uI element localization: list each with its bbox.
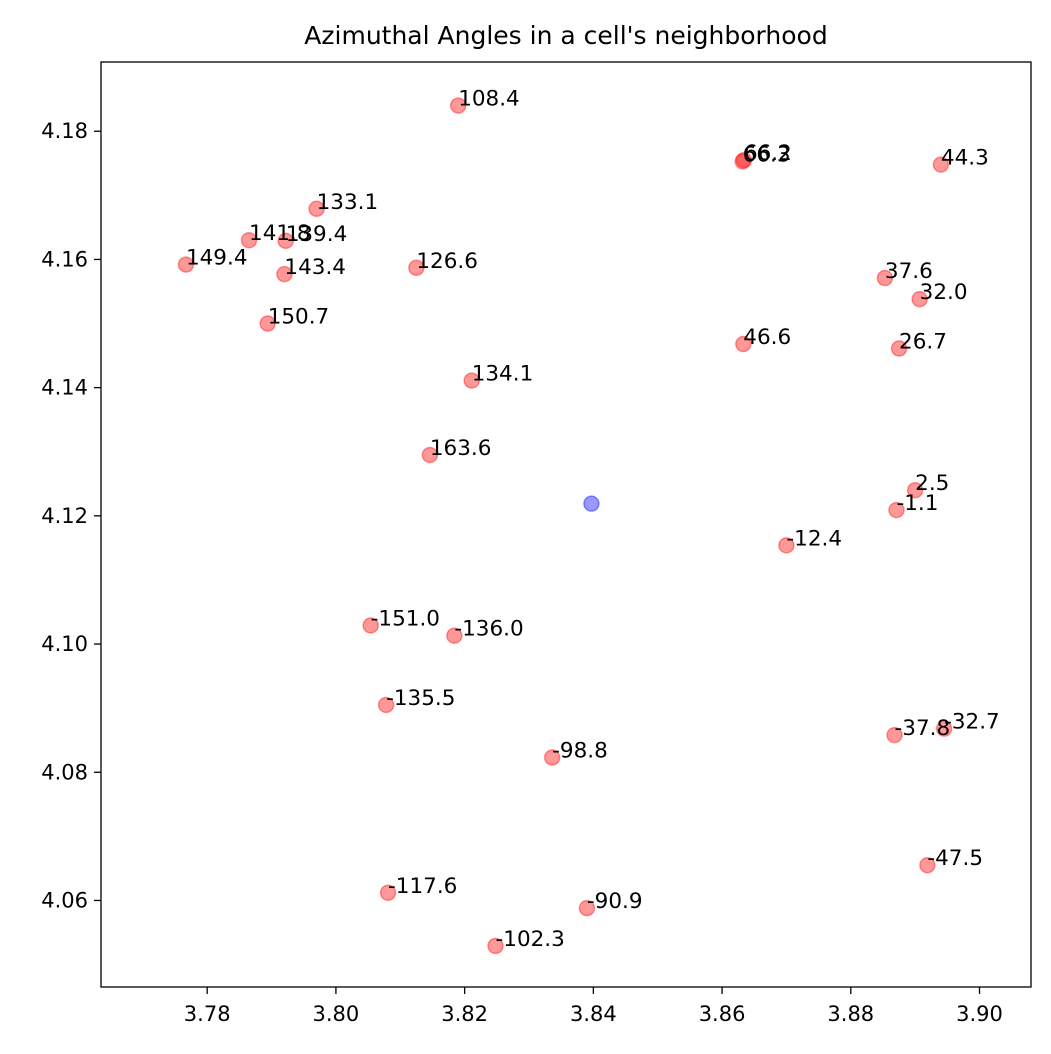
point-label: -1.1 [896, 491, 938, 516]
neighbor-point [377, 696, 395, 714]
neighbor-point [886, 726, 903, 744]
y-tick-label: 4.18 [41, 119, 88, 143]
point-label: 143.4 [284, 255, 346, 280]
point-label: -102.3 [496, 927, 565, 952]
x-tick-label: 3.78 [184, 1002, 231, 1026]
point-label: -47.5 [927, 846, 983, 871]
plot-frame [100, 61, 1032, 988]
center-point [583, 495, 600, 512]
point-label: -98.8 [552, 739, 608, 764]
y-tick-label: 4.12 [41, 504, 88, 528]
point-label: 163.6 [430, 436, 492, 461]
neighbor-point [734, 153, 751, 170]
point-label: -90.9 [587, 889, 643, 914]
neighbor-point [446, 627, 463, 644]
point-label: -12.4 [786, 526, 842, 551]
point-label: 32.0 [920, 280, 968, 305]
point-label: 134.1 [472, 362, 534, 387]
point-label: -37.8 [895, 716, 951, 741]
neighbor-point [888, 501, 905, 519]
point-label: -135.5 [386, 686, 455, 711]
neighbor-point [906, 481, 924, 499]
point-label: 26.7 [899, 330, 947, 355]
neighbor-point [276, 265, 293, 283]
neighbor-point [543, 749, 561, 766]
neighbor-point [259, 315, 276, 332]
neighbor-point [911, 290, 928, 308]
neighbor-point [935, 720, 953, 737]
point-label: 149.4 [186, 246, 248, 271]
neighbor-point [778, 537, 795, 554]
x-tick-label: 3.90 [956, 1002, 1003, 1026]
x-tick-label: 3.82 [441, 1002, 488, 1026]
neighbor-point [735, 335, 752, 353]
neighbor-point [277, 232, 294, 250]
neighbor-point [735, 151, 753, 169]
x-tick-label: 3.88 [827, 1002, 874, 1026]
point-label: 44.3 [941, 146, 989, 171]
neighbor-point [919, 856, 936, 874]
point-label: -32.7 [944, 710, 1000, 735]
neighbor-point [578, 899, 596, 917]
x-tick-label: 3.84 [570, 1002, 617, 1026]
point-label: 2.5 [915, 471, 949, 496]
y-tick-label: 4.10 [41, 632, 88, 656]
point-label: 108.4 [458, 87, 520, 112]
chart-title: Azimuthal Angles in a cell's neighborhoo… [304, 21, 827, 50]
neighbor-point [308, 200, 325, 218]
point-label: 139.4 [286, 222, 348, 247]
neighbor-point [487, 937, 504, 955]
marks-layer [177, 97, 953, 955]
neighbor-point [379, 884, 397, 902]
neighbor-point [177, 256, 195, 273]
point-label: 37.6 [885, 259, 933, 284]
point-label: 133.1 [317, 190, 379, 215]
y-tick-label: 4.06 [41, 888, 88, 912]
y-tick-label: 4.14 [41, 376, 88, 400]
point-label: 66.3 [743, 142, 791, 167]
x-tick-label: 3.86 [699, 1002, 746, 1026]
point-label: -117.6 [388, 874, 457, 899]
x-tick-label: 3.80 [313, 1002, 360, 1026]
point-label: 150.7 [268, 305, 330, 330]
y-tick-label: 4.16 [41, 247, 88, 271]
neighbor-point [876, 269, 894, 287]
point-label: 141.8 [249, 221, 311, 246]
point-label: 126.6 [416, 249, 478, 274]
neighbor-point [240, 231, 258, 249]
neighbor-point [362, 617, 379, 634]
point-label: -136.0 [454, 617, 523, 642]
point-label: 66.2 [744, 141, 792, 166]
neighbor-point [449, 97, 467, 114]
neighbor-point [421, 446, 439, 464]
neighbor-point [890, 340, 908, 357]
neighbor-point [463, 372, 480, 389]
axes-layer: 3.78 3.80 3.82 3.84 3.86 3.88 3.90 4.06 4.08 4.10… [41, 119, 1003, 1026]
point-label: 46.6 [743, 325, 791, 350]
neighbor-point [932, 156, 950, 173]
y-tick-label: 4.08 [41, 760, 88, 784]
neighbor-point [408, 259, 425, 277]
point-label: -151.0 [371, 606, 440, 631]
